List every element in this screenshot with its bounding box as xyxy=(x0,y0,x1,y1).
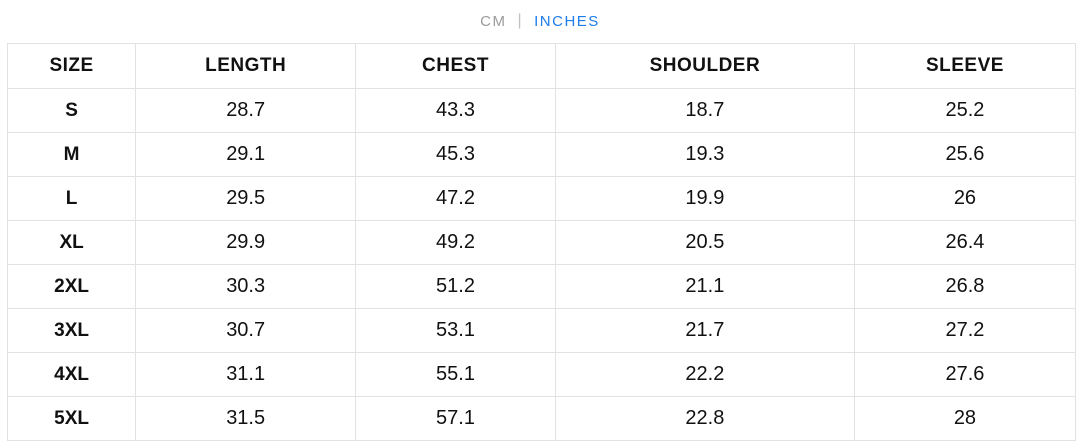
measurement-cell: 22.8 xyxy=(554,396,855,441)
table-row: 4XL 31.1 55.1 22.2 27.6 xyxy=(6,352,1077,397)
measurement-cell: 18.7 xyxy=(554,88,855,133)
size-chart-table: SIZE LENGTH CHEST SHOULDER SLEEVE S 28.7 4… xyxy=(6,43,1077,441)
size-cell: 2XL xyxy=(6,264,137,309)
table-row: 5XL 31.5 57.1 22.8 28 xyxy=(6,396,1077,441)
unit-toggle: CM | INCHES xyxy=(0,0,1080,32)
measurement-cell: 26 xyxy=(853,176,1077,221)
measurement-cell: 30.3 xyxy=(135,264,357,309)
table-row: 2XL 30.3 51.2 21.1 26.8 xyxy=(6,264,1077,309)
table-row: XL 29.9 49.2 20.5 26.4 xyxy=(6,220,1077,265)
measurement-cell: 51.2 xyxy=(355,264,556,309)
size-cell: 4XL xyxy=(6,352,137,397)
unit-inches-button[interactable]: INCHES xyxy=(534,12,600,30)
measurement-cell: 55.1 xyxy=(355,352,556,397)
table-row: L 29.5 47.2 19.9 26 xyxy=(6,176,1077,221)
measurement-cell: 47.2 xyxy=(355,176,556,221)
size-cell: XL xyxy=(6,220,137,265)
column-header-size: SIZE xyxy=(6,43,137,89)
column-header-chest: CHEST xyxy=(355,43,556,89)
measurement-cell: 26.4 xyxy=(853,220,1077,265)
table-row: 3XL 30.7 53.1 21.7 27.2 xyxy=(6,308,1077,353)
measurement-cell: 28 xyxy=(853,396,1077,441)
measurement-cell: 19.3 xyxy=(554,132,855,177)
measurement-cell: 29.9 xyxy=(135,220,357,265)
measurement-cell: 43.3 xyxy=(355,88,556,133)
measurement-cell: 20.5 xyxy=(554,220,855,265)
measurement-cell: 31.1 xyxy=(135,352,357,397)
measurement-cell: 29.5 xyxy=(135,176,357,221)
size-cell: 3XL xyxy=(6,308,137,353)
measurement-cell: 25.6 xyxy=(853,132,1077,177)
size-cell: L xyxy=(6,176,137,221)
size-chart-header: SIZE LENGTH CHEST SHOULDER SLEEVE xyxy=(6,43,1077,89)
size-cell: 5XL xyxy=(6,396,137,441)
measurement-cell: 53.1 xyxy=(355,308,556,353)
measurement-cell: 26.8 xyxy=(853,264,1077,309)
measurement-cell: 30.7 xyxy=(135,308,357,353)
table-row: M 29.1 45.3 19.3 25.6 xyxy=(6,132,1077,177)
measurement-cell: 21.1 xyxy=(554,264,855,309)
measurement-cell: 25.2 xyxy=(853,88,1077,133)
column-header-shoulder: SHOULDER xyxy=(554,43,855,89)
column-header-length: LENGTH xyxy=(135,43,357,89)
size-chart-body: S 28.7 43.3 18.7 25.2 M 29.1 45.3 19.3 25.6 L 29.5 4… xyxy=(6,88,1077,441)
column-header-sleeve: SLEEVE xyxy=(853,43,1077,89)
measurement-cell: 21.7 xyxy=(554,308,855,353)
table-row: S 28.7 43.3 18.7 25.2 xyxy=(6,88,1077,133)
size-cell: S xyxy=(6,88,137,133)
measurement-cell: 31.5 xyxy=(135,396,357,441)
measurement-cell: 19.9 xyxy=(554,176,855,221)
measurement-cell: 28.7 xyxy=(135,88,357,133)
measurement-cell: 22.2 xyxy=(554,352,855,397)
measurement-cell: 45.3 xyxy=(355,132,556,177)
measurement-cell: 49.2 xyxy=(355,220,556,265)
measurement-cell: 29.1 xyxy=(135,132,357,177)
unit-cm-button[interactable]: CM xyxy=(480,12,507,30)
measurement-cell: 27.2 xyxy=(853,308,1077,353)
measurement-cell: 57.1 xyxy=(355,396,556,441)
header-row: SIZE LENGTH CHEST SHOULDER SLEEVE xyxy=(6,43,1077,89)
size-cell: M xyxy=(6,132,137,177)
unit-toggle-divider: | xyxy=(517,12,524,29)
measurement-cell: 27.6 xyxy=(853,352,1077,397)
